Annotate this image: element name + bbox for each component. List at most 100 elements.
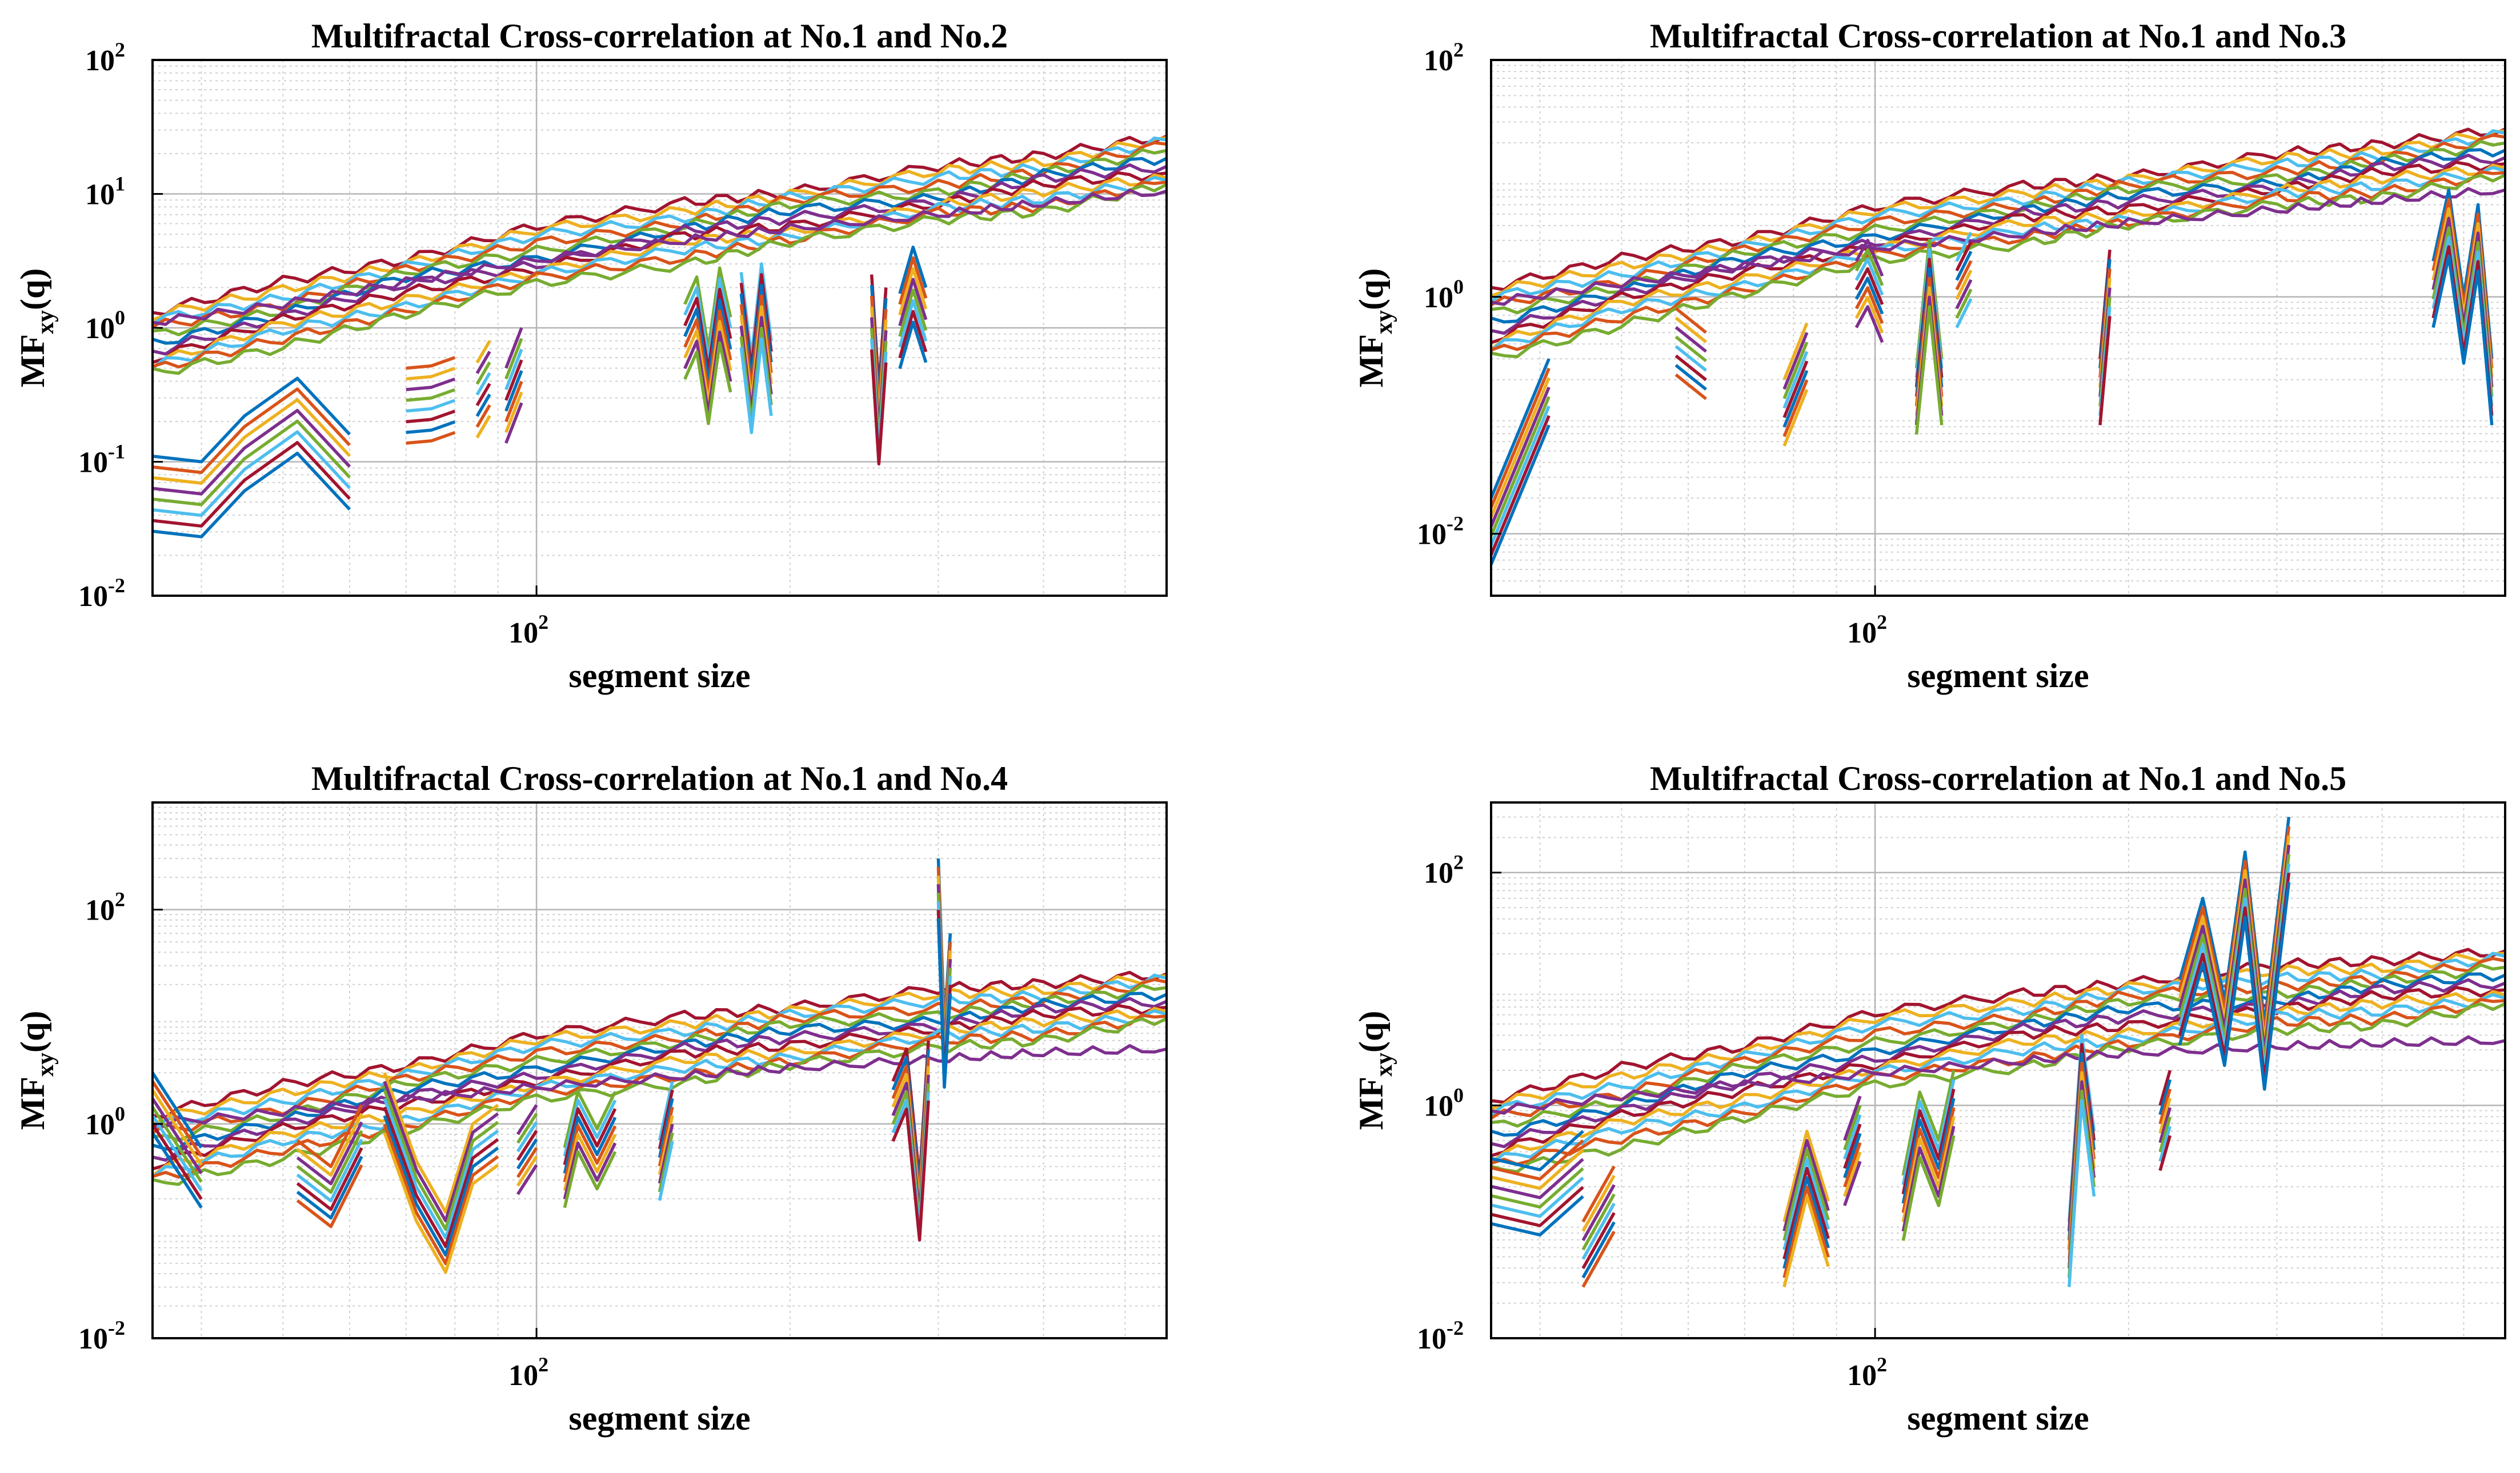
- fragment-line: [1854, 267, 1884, 306]
- y-axis-label-subscript: xy: [1371, 310, 1397, 334]
- fragment-line: [1491, 1177, 1584, 1218]
- fragment-line: [1901, 1116, 1956, 1223]
- fragment-line: [1854, 248, 1884, 286]
- y-axis-label: MFxy(q): [1352, 1011, 1397, 1130]
- fragment-line: [1782, 1194, 1830, 1287]
- series-line-q2: [153, 136, 1167, 322]
- fragment-line: [153, 1131, 203, 1209]
- fragment-group-3: [1782, 1129, 1830, 1287]
- fragment-line: [383, 1123, 499, 1266]
- y-tick-exponent: -2: [1447, 1317, 1464, 1339]
- y-axis-label-tail: (q): [14, 268, 51, 310]
- x-tick-base: 10: [1847, 1359, 1877, 1392]
- fragment-group-7: [2098, 250, 2112, 426]
- fragment-line: [1491, 377, 1551, 518]
- fragment-line: [1782, 332, 1809, 390]
- fragment-line: [870, 349, 888, 465]
- fragment-line: [383, 1089, 499, 1231]
- y-axis-label-tail: (q): [1352, 268, 1390, 310]
- fragment-line: [1955, 279, 1973, 310]
- fragment-line: [504, 327, 523, 369]
- fragment-line: [406, 388, 456, 402]
- fragment-line: [2178, 882, 2291, 1091]
- y-axis-label-subscript: xy: [33, 310, 59, 334]
- y-tick-exponent: 1: [115, 172, 125, 195]
- fragment-group-5: [1901, 1070, 1956, 1241]
- fragment-line: [898, 246, 928, 294]
- fragment-group-8: [936, 858, 952, 1089]
- series-line-q9: [153, 1006, 1167, 1178]
- fragment-line: [563, 1115, 617, 1174]
- series-line-q1: [1491, 948, 2505, 1104]
- series-group: [1491, 817, 2505, 1288]
- fragment-line: [296, 1121, 363, 1186]
- plot-area: [153, 802, 1167, 1338]
- fragment-line: [1782, 1157, 1830, 1250]
- fragment-line: [516, 1121, 538, 1153]
- fragment-line: [1581, 1165, 1616, 1223]
- fragment-line: [1914, 305, 1944, 435]
- fragment-line: [153, 451, 351, 539]
- series-group: [153, 858, 1167, 1274]
- fragment-line: [296, 1155, 363, 1220]
- fragment-line: [153, 419, 351, 507]
- fragment-line: [1854, 286, 1884, 324]
- chart-title: Multifractal Cross-correlation at No.1 a…: [311, 760, 1008, 797]
- fragment-line: [475, 415, 491, 439]
- y-tick-exponent: 0: [1453, 1083, 1464, 1106]
- y-tick-exponent: -2: [108, 574, 125, 597]
- fragment-group-6: [658, 1081, 674, 1201]
- fragment-line: [563, 1141, 617, 1200]
- fragment-line: [1854, 295, 1884, 334]
- fragment-line: [1491, 415, 1551, 556]
- fragment-line: [1674, 326, 1708, 353]
- y-tick-base: 10: [78, 580, 108, 613]
- fragment-line: [1854, 276, 1884, 315]
- y-tick-label: 102: [85, 38, 125, 77]
- y-tick-label: 10-2: [78, 574, 125, 613]
- y-tick-base: 10: [1417, 519, 1447, 551]
- fragment-line: [2158, 1116, 2172, 1153]
- fragment-group-7: [2158, 1070, 2172, 1171]
- fragment-line: [504, 380, 523, 423]
- fragment-group-5: [563, 1090, 617, 1209]
- fragment-line: [406, 377, 456, 391]
- x-tick-exponent: 2: [538, 1353, 548, 1376]
- y-axis-label: MFxy(q): [1352, 268, 1397, 388]
- y-tick-exponent: 0: [115, 1102, 125, 1125]
- series-line-q11: [1491, 170, 2505, 352]
- y-tick-base: 10: [1424, 857, 1453, 890]
- fragment-line: [683, 341, 732, 426]
- fragment-line: [406, 356, 456, 370]
- y-tick-exponent: 2: [115, 888, 125, 911]
- fragment-line: [1901, 1070, 1956, 1176]
- fragment-line: [1491, 367, 1551, 508]
- fragment-group-2: [1581, 1165, 1616, 1288]
- fragment-line: [296, 1164, 363, 1229]
- fragment-line: [1491, 1167, 1584, 1209]
- fragment-line: [516, 1113, 538, 1144]
- fragment-line: [658, 1115, 674, 1175]
- minor-grid: [1491, 60, 2505, 596]
- fragment-group-7: [891, 1040, 930, 1242]
- y-tick-label: 100: [1424, 275, 1464, 314]
- series-line-q8: [153, 171, 1167, 364]
- fragment-group-8: [2431, 188, 2494, 426]
- y-tick-label: 101: [85, 172, 125, 211]
- fragment-line: [898, 320, 928, 370]
- fragment-line: [1581, 1202, 1616, 1260]
- series-line-q9: [1491, 990, 2505, 1164]
- series-line-q10: [1491, 166, 2505, 352]
- fragment-line: [516, 1138, 538, 1170]
- fragment-line: [153, 1097, 203, 1174]
- fragment-line: [1901, 1107, 1956, 1213]
- fragment-line: [2068, 1099, 2096, 1287]
- fragment-line: [383, 1081, 499, 1223]
- fragment-line: [1782, 1185, 1830, 1278]
- fragment-line: [1955, 250, 1973, 281]
- series-line-q8: [1491, 160, 2505, 344]
- fragment-line: [406, 410, 456, 424]
- fragment-group-5: [683, 266, 732, 426]
- fragment-line: [1581, 1184, 1616, 1242]
